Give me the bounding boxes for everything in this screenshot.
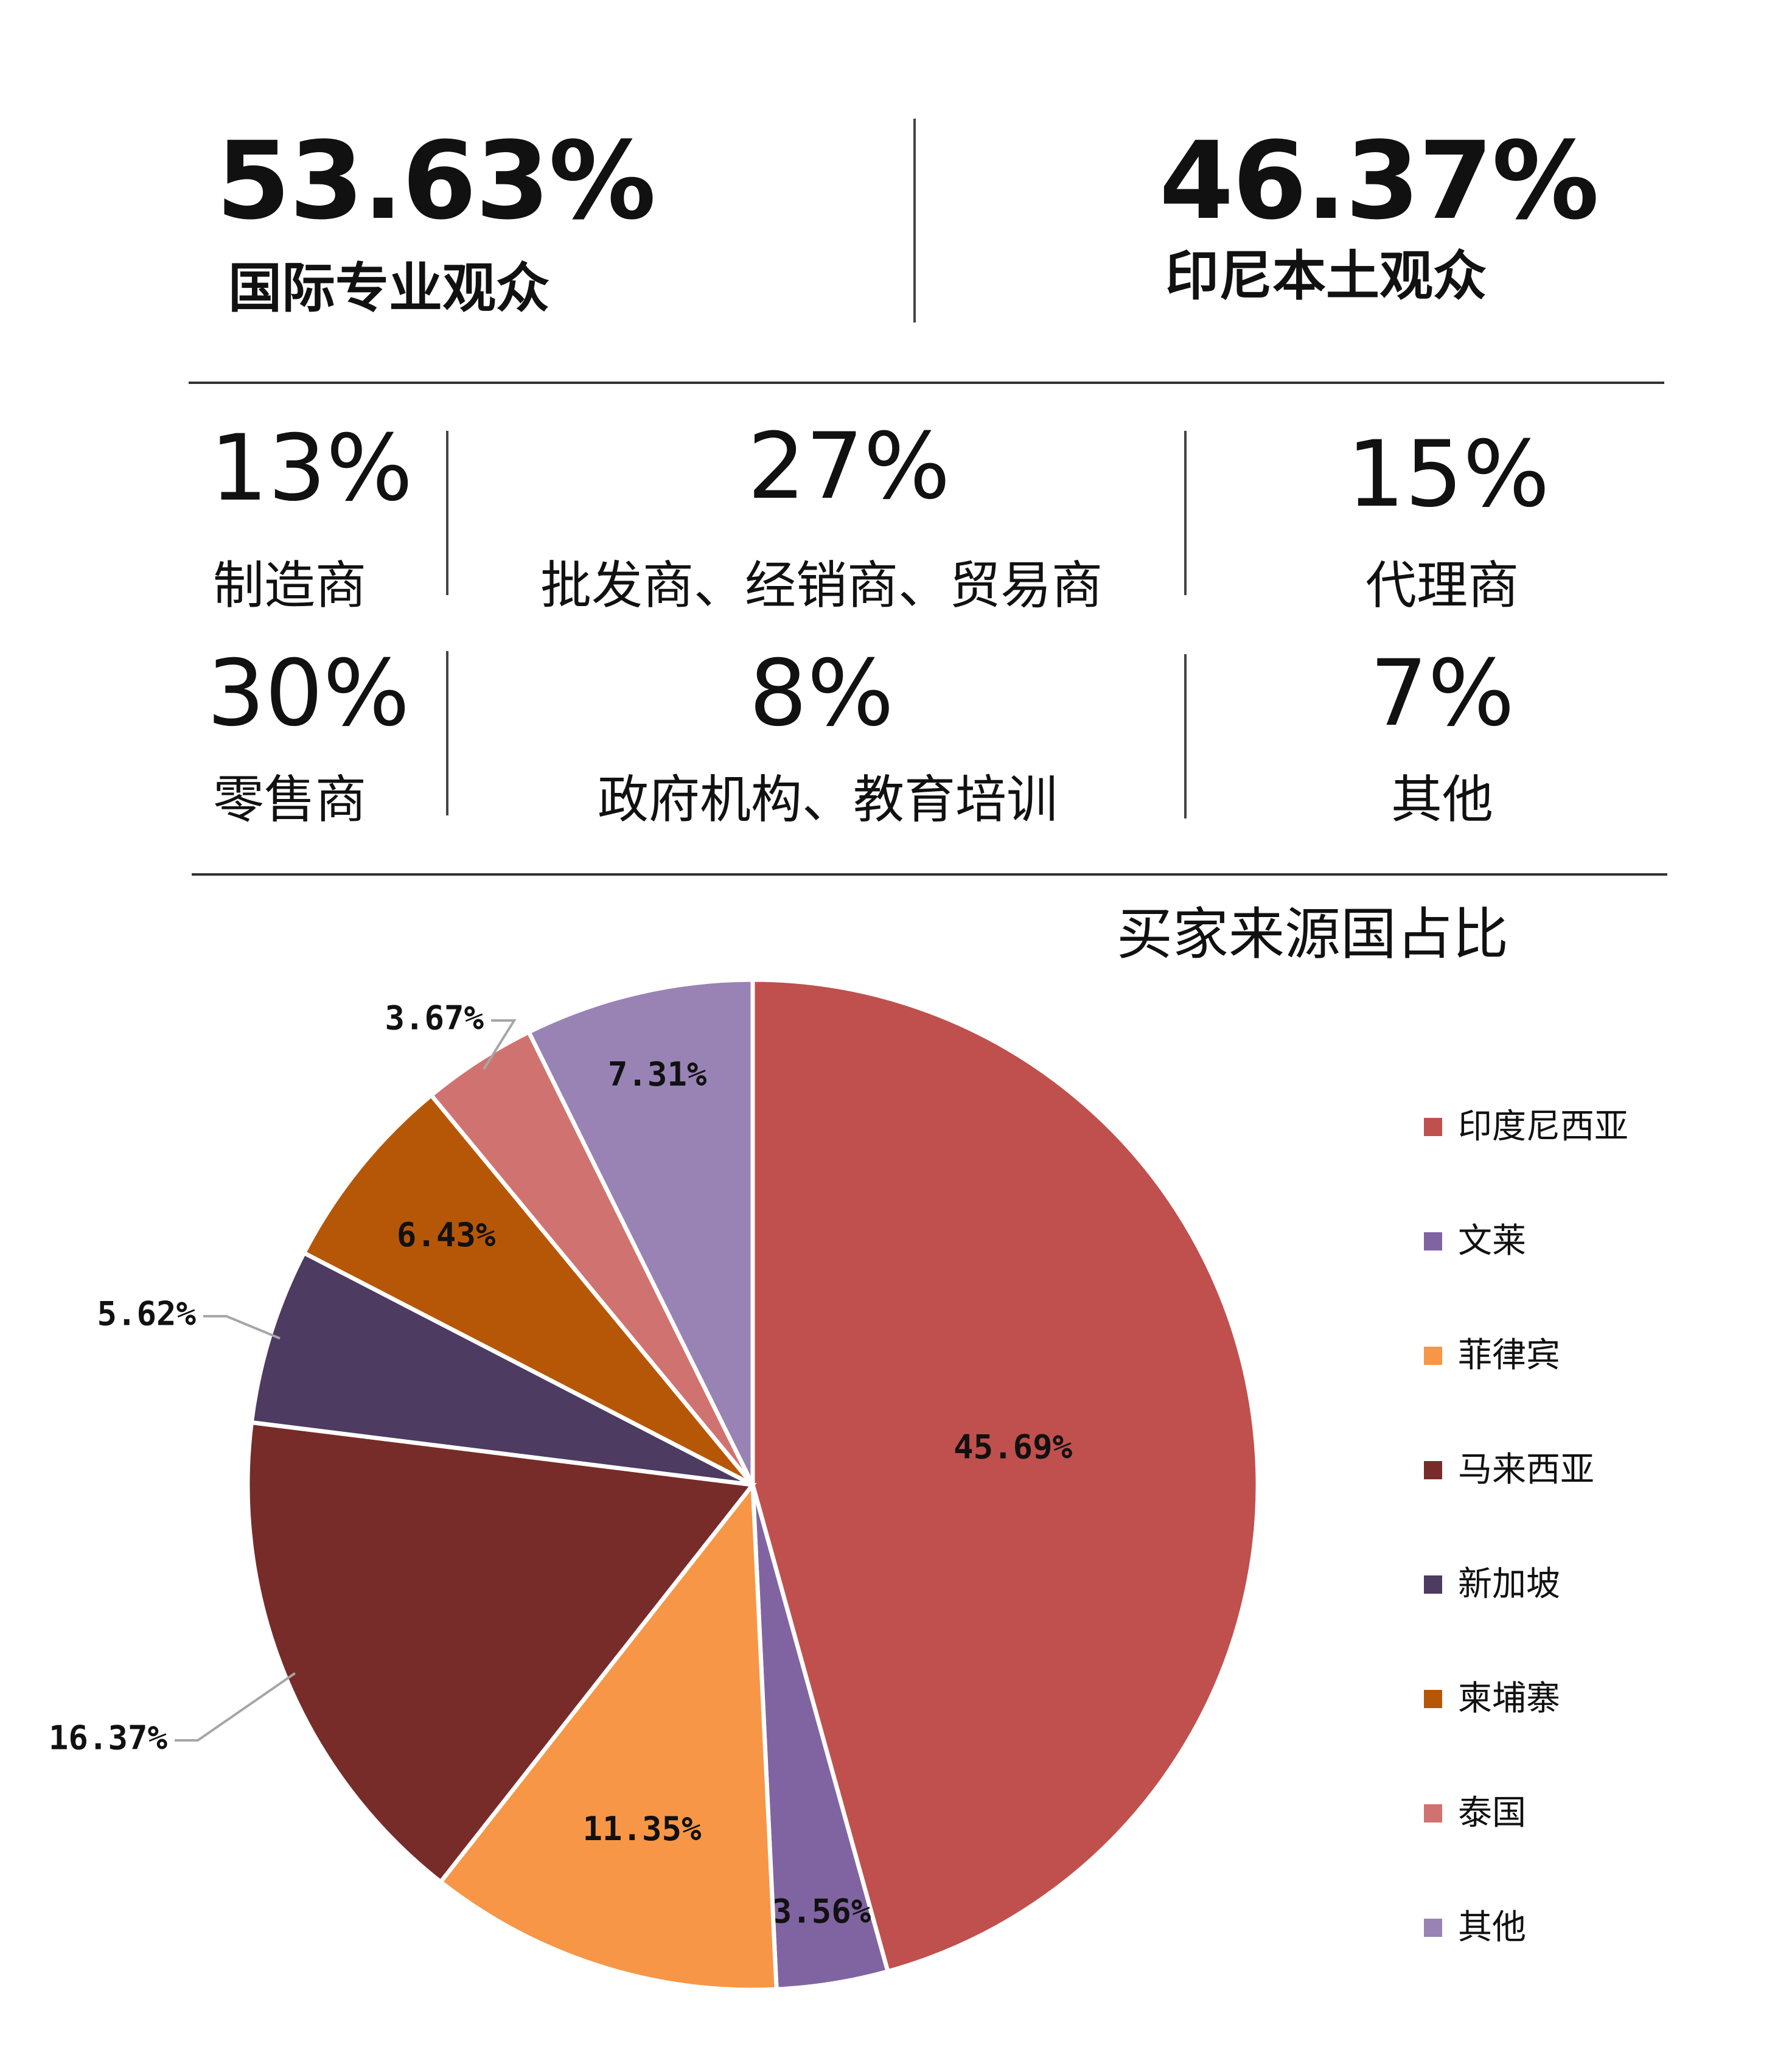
category-percent-retailer: 30% [207, 641, 410, 747]
category-label-other: 其他 [1390, 770, 1494, 829]
data-label-cambodia: 6.43% [397, 1216, 496, 1254]
legend-label: 其他 [1458, 1908, 1526, 1947]
legend-swatch [1424, 1690, 1442, 1708]
category-percent-wholesaler: 27% [747, 414, 950, 520]
pie-slice-cambodia [301, 1092, 755, 1487]
legend-label: 马来西亚 [1458, 1450, 1594, 1490]
legend-swatch [1424, 1118, 1442, 1136]
category-label-government: 政府机构、教育培训 [597, 770, 1058, 829]
local-visitors-percent: 46.37% [1159, 119, 1599, 243]
legend-item-malaysia: 马来西亚 [1424, 1449, 1594, 1491]
category-label-wholesaler: 批发商、经销商、贸易商 [540, 556, 1103, 615]
category-label-retailer: 零售商 [213, 770, 367, 829]
leader-line-thailand [483, 1019, 517, 1070]
legend-item-indonesia: 印度尼西亚 [1424, 1106, 1628, 1148]
legend-item-other: 其他 [1424, 1906, 1526, 1949]
legend-swatch [1424, 1919, 1442, 1937]
category-percent-manufacturer: 13% [210, 416, 413, 521]
legend-item-philippines: 菲律宾 [1424, 1334, 1560, 1377]
legend-label: 印度尼西亚 [1458, 1107, 1628, 1146]
legend-label: 柬埔寨 [1458, 1679, 1560, 1718]
pie-slice-other [526, 977, 755, 1486]
legend-swatch [1424, 1347, 1442, 1365]
chart-title: 买家来源国占比 [1117, 902, 1509, 967]
international-visitors-percent: 53.63% [216, 119, 656, 243]
category-percent-other: 7% [1370, 641, 1515, 747]
legend-swatch [1424, 1804, 1442, 1823]
legend-item-singapore: 新加坡 [1424, 1563, 1560, 1606]
section-divider-bottom [192, 873, 1667, 876]
data-label-thailand: 3.67% [385, 999, 484, 1038]
legend-item-thailand: 泰国 [1424, 1792, 1526, 1835]
data-label-malaysia: 16.37% [49, 1719, 168, 1757]
section-divider-top [189, 382, 1664, 384]
data-label-other: 7.31% [608, 1055, 707, 1094]
legend-label: 菲律宾 [1458, 1336, 1560, 1375]
grid-divider [446, 431, 448, 595]
data-label-indonesia: 45.69% [954, 1428, 1073, 1466]
legend-swatch [1424, 1232, 1442, 1251]
grid-divider [446, 651, 448, 815]
pie-slice-philippines [438, 1479, 779, 1992]
grid-divider [1184, 431, 1187, 595]
legend-label: 泰国 [1458, 1793, 1526, 1833]
category-percent-agent: 15% [1347, 422, 1550, 528]
legend-label: 新加坡 [1458, 1564, 1560, 1604]
pie-slice-indonesia [750, 977, 1260, 1975]
grid-divider [1184, 654, 1187, 818]
leader-line-malaysia [175, 1672, 296, 1742]
leader-line-singapore [203, 1315, 281, 1340]
legend-item-brunei: 文莱 [1424, 1220, 1526, 1263]
header-divider [913, 119, 916, 323]
local-visitors-label: 印尼本土观众 [1165, 245, 1487, 307]
category-label-manufacturer: 制造商 [213, 556, 367, 615]
pie-slice-malaysia [245, 1420, 757, 1885]
legend-swatch [1424, 1575, 1442, 1594]
data-label-singapore: 5.62% [97, 1295, 196, 1333]
data-label-brunei: 3.56% [772, 1892, 871, 1930]
category-label-agent: 代理商 [1365, 556, 1519, 615]
legend-swatch [1424, 1461, 1442, 1479]
international-visitors-label: 国际专业观众 [228, 257, 550, 319]
category-percent-government: 8% [749, 641, 894, 747]
data-label-philippines: 11.35% [582, 1810, 702, 1848]
legend-label: 文莱 [1458, 1221, 1526, 1261]
legend-item-cambodia: 柬埔寨 [1424, 1678, 1560, 1720]
